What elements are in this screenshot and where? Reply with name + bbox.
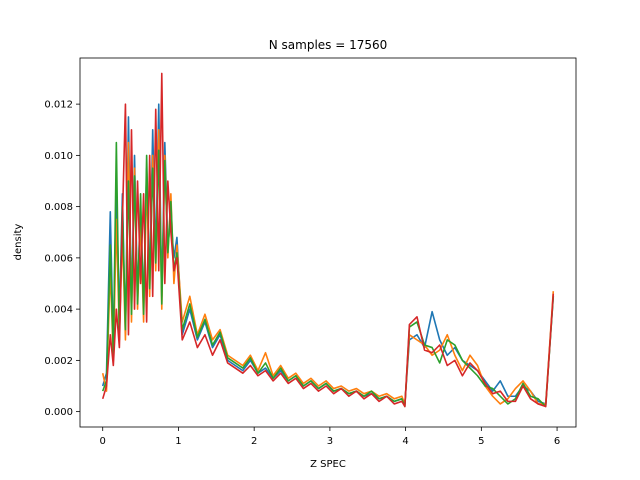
y-tick-label: 0.002 [44, 356, 73, 367]
x-tick-label: 2 [251, 436, 257, 447]
x-tick-label: 5 [478, 436, 484, 447]
series-layer [101, 72, 555, 408]
y-tick-label: 0.006 [44, 253, 73, 264]
plot-frame [79, 57, 577, 428]
y-tick-label: 0.008 [44, 202, 73, 213]
x-tick-label: 0 [100, 436, 106, 447]
x-tick-label: 4 [402, 436, 408, 447]
y-tick-label: 0.000 [44, 407, 73, 418]
series-line-4 [101, 72, 555, 408]
chart-title: N samples = 17560 [269, 38, 388, 52]
y-tick-label: 0.004 [44, 305, 73, 316]
x-axis: 0 1 2 3 4 5 6 [100, 427, 560, 447]
y-axis-label: density [13, 224, 24, 261]
x-tick-label: 1 [175, 436, 181, 447]
y-tick-label: 0.012 [44, 100, 73, 111]
y-axis: 0.000 0.002 0.004 0.006 0.008 0.010 0.012 [44, 100, 80, 418]
y-tick-label: 0.010 [44, 151, 73, 162]
x-axis-label: Z SPEC [310, 459, 346, 470]
x-tick-label: 6 [554, 436, 560, 447]
x-tick-label: 3 [327, 436, 333, 447]
